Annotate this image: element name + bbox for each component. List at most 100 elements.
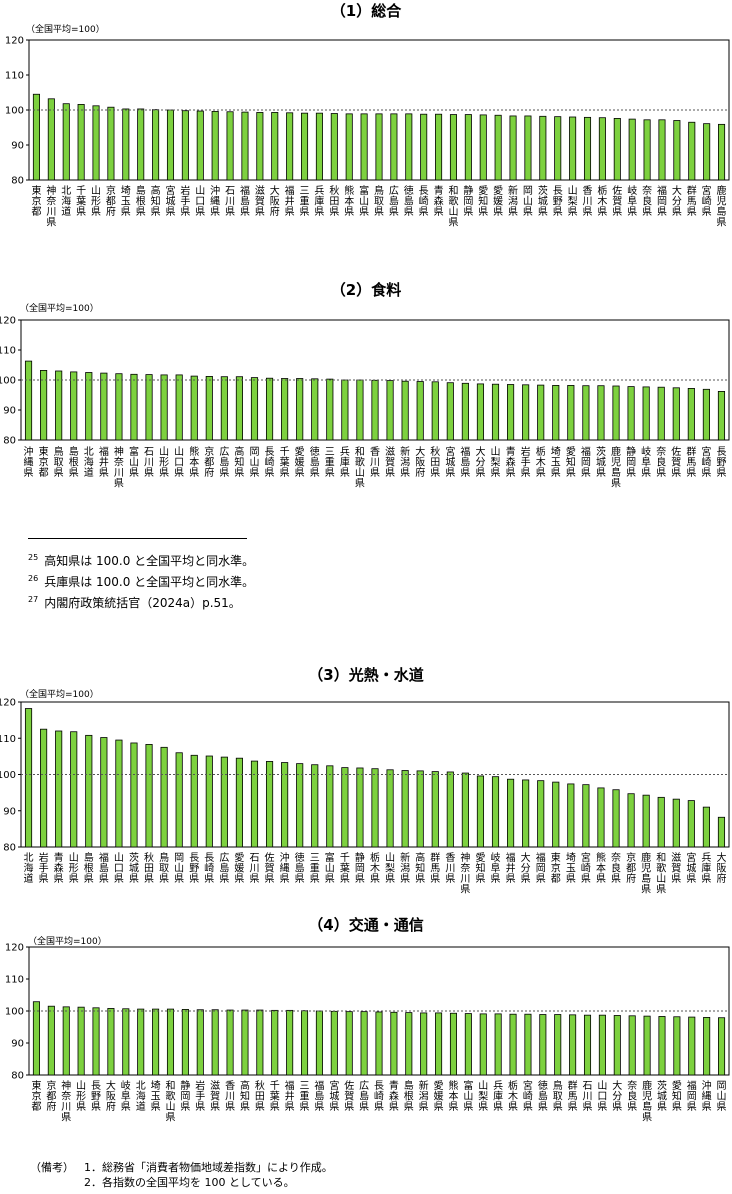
x-tick-label: 奈良県 — [627, 1079, 637, 1113]
x-tick-label: 千葉県 — [270, 1080, 280, 1113]
bar — [77, 104, 85, 181]
remarks: （備考） 1．総務省「消費者物価地域差指数」により作成。 2．各指数の全国平均を… — [30, 1160, 333, 1190]
y-tick-label: 110 — [0, 734, 16, 745]
y-tick-label: 120 — [5, 36, 24, 47]
x-tick-label: 愛媛県 — [493, 184, 503, 218]
bar — [464, 1013, 472, 1076]
x-tick-label: 奈良県 — [611, 851, 621, 885]
bar — [416, 381, 424, 441]
bar — [688, 121, 696, 181]
x-tick-label: 鹿児島県 — [717, 184, 727, 229]
x-tick-label: 栃木県 — [536, 445, 546, 479]
bar — [522, 779, 530, 848]
bar — [211, 1009, 219, 1076]
x-tick-label: 神奈川県 — [61, 1079, 71, 1124]
bar — [326, 765, 334, 848]
bar — [687, 388, 695, 441]
bar — [539, 1014, 547, 1076]
x-tick-label: 岐阜県 — [627, 184, 637, 218]
x-tick-label: 高知県 — [151, 184, 161, 218]
bar — [524, 115, 532, 181]
x-tick-label: 島根県 — [404, 1079, 414, 1113]
x-tick-label: 宮崎県 — [701, 445, 711, 479]
remarks-row: （備考） 1．総務省「消費者物価地域差指数」により作成。 — [30, 1160, 333, 1175]
footnote-text: 高知県は 100.0 と全国平均と同水準。 — [44, 554, 255, 568]
bar — [494, 114, 502, 181]
x-tick-label: 東京都 — [551, 851, 561, 885]
bar — [554, 116, 562, 181]
x-tick-label: 福井県 — [285, 184, 295, 218]
bar — [301, 1010, 309, 1076]
footnote-25: 25 高知県は 100.0 と全国平均と同水準。 — [28, 549, 254, 570]
bar — [220, 376, 228, 441]
x-tick-label: 山口県 — [195, 185, 205, 218]
x-tick-label: 栃木県 — [508, 1079, 518, 1113]
bar — [522, 384, 530, 441]
bar — [196, 110, 204, 181]
x-tick-label: 奈良県 — [642, 184, 652, 218]
chart-3-title: （3）光熱・水道 — [308, 666, 424, 684]
bar — [296, 378, 304, 441]
x-tick-label: 岐阜県 — [121, 1079, 131, 1113]
x-tick-label: 沖縄県 — [702, 1079, 712, 1113]
bar — [122, 1008, 130, 1076]
x-tick-label: 青森県 — [506, 445, 516, 479]
footnote-26: 26 兵庫県は 100.0 と全国平均と同水準。 — [28, 570, 254, 591]
remarks-label: （備考） — [30, 1161, 74, 1174]
x-tick-label: 福岡県 — [687, 1079, 697, 1113]
bar — [405, 113, 413, 181]
x-tick-label: 秋田県 — [329, 184, 339, 218]
bar — [205, 376, 213, 441]
x-tick-label: 福島県 — [314, 1079, 324, 1113]
bar — [491, 776, 500, 848]
bar — [160, 746, 168, 848]
x-tick-label: 静岡県 — [626, 445, 636, 479]
x-tick-label: 島根県 — [69, 445, 79, 479]
x-tick-label: 北海道 — [61, 185, 71, 218]
bar — [137, 108, 145, 181]
bar — [40, 370, 48, 441]
bar — [286, 112, 294, 181]
bar — [405, 1012, 413, 1076]
x-tick-label: 静岡県 — [180, 1079, 190, 1113]
x-tick-label: 愛知県 — [475, 851, 485, 885]
x-tick-label: 福島県 — [240, 184, 250, 218]
bar — [643, 1015, 651, 1076]
bar — [613, 118, 621, 181]
bar — [612, 385, 620, 441]
x-tick-label: 山梨県 — [491, 446, 501, 479]
x-tick-label: 群馬県 — [686, 445, 696, 479]
bar — [687, 800, 695, 848]
x-tick-label: 岩手県 — [39, 851, 49, 885]
x-tick-label: 千葉県 — [340, 852, 350, 885]
bar — [166, 1008, 175, 1076]
x-tick-label: 岩手県 — [521, 445, 531, 479]
bar — [145, 744, 153, 848]
x-tick-label: 神奈川県 — [46, 184, 56, 229]
bar — [330, 1010, 338, 1076]
x-tick-label: 広島県 — [389, 184, 399, 218]
y-tick-label: 90 — [11, 141, 24, 152]
x-tick-label: 神奈川県 — [114, 445, 124, 490]
x-tick-label: 沖縄県 — [280, 851, 290, 885]
x-tick-label: 長野県 — [553, 185, 563, 218]
x-tick-label: 愛媛県 — [434, 1079, 444, 1113]
bar — [211, 111, 219, 181]
bar — [311, 764, 319, 848]
bar — [241, 111, 249, 181]
bar — [226, 1009, 234, 1076]
bar — [688, 1016, 696, 1076]
x-tick-label: 奈良県 — [656, 445, 666, 479]
x-tick-label: 大分県 — [672, 184, 682, 218]
y-tick-label: 80 — [11, 176, 24, 187]
bar — [77, 1006, 85, 1076]
bar — [196, 1009, 204, 1076]
x-tick-label: 徳島県 — [538, 1079, 548, 1113]
x-tick-label: 岡山県 — [717, 1080, 727, 1113]
x-tick-label: 大分県 — [475, 445, 485, 479]
x-tick-label: 香川県 — [445, 852, 455, 885]
x-tick-label: 京都府 — [204, 445, 214, 479]
bar — [92, 1007, 100, 1076]
x-tick-label: 兵庫県 — [493, 1079, 503, 1113]
x-tick-label: 徳島県 — [295, 851, 305, 885]
